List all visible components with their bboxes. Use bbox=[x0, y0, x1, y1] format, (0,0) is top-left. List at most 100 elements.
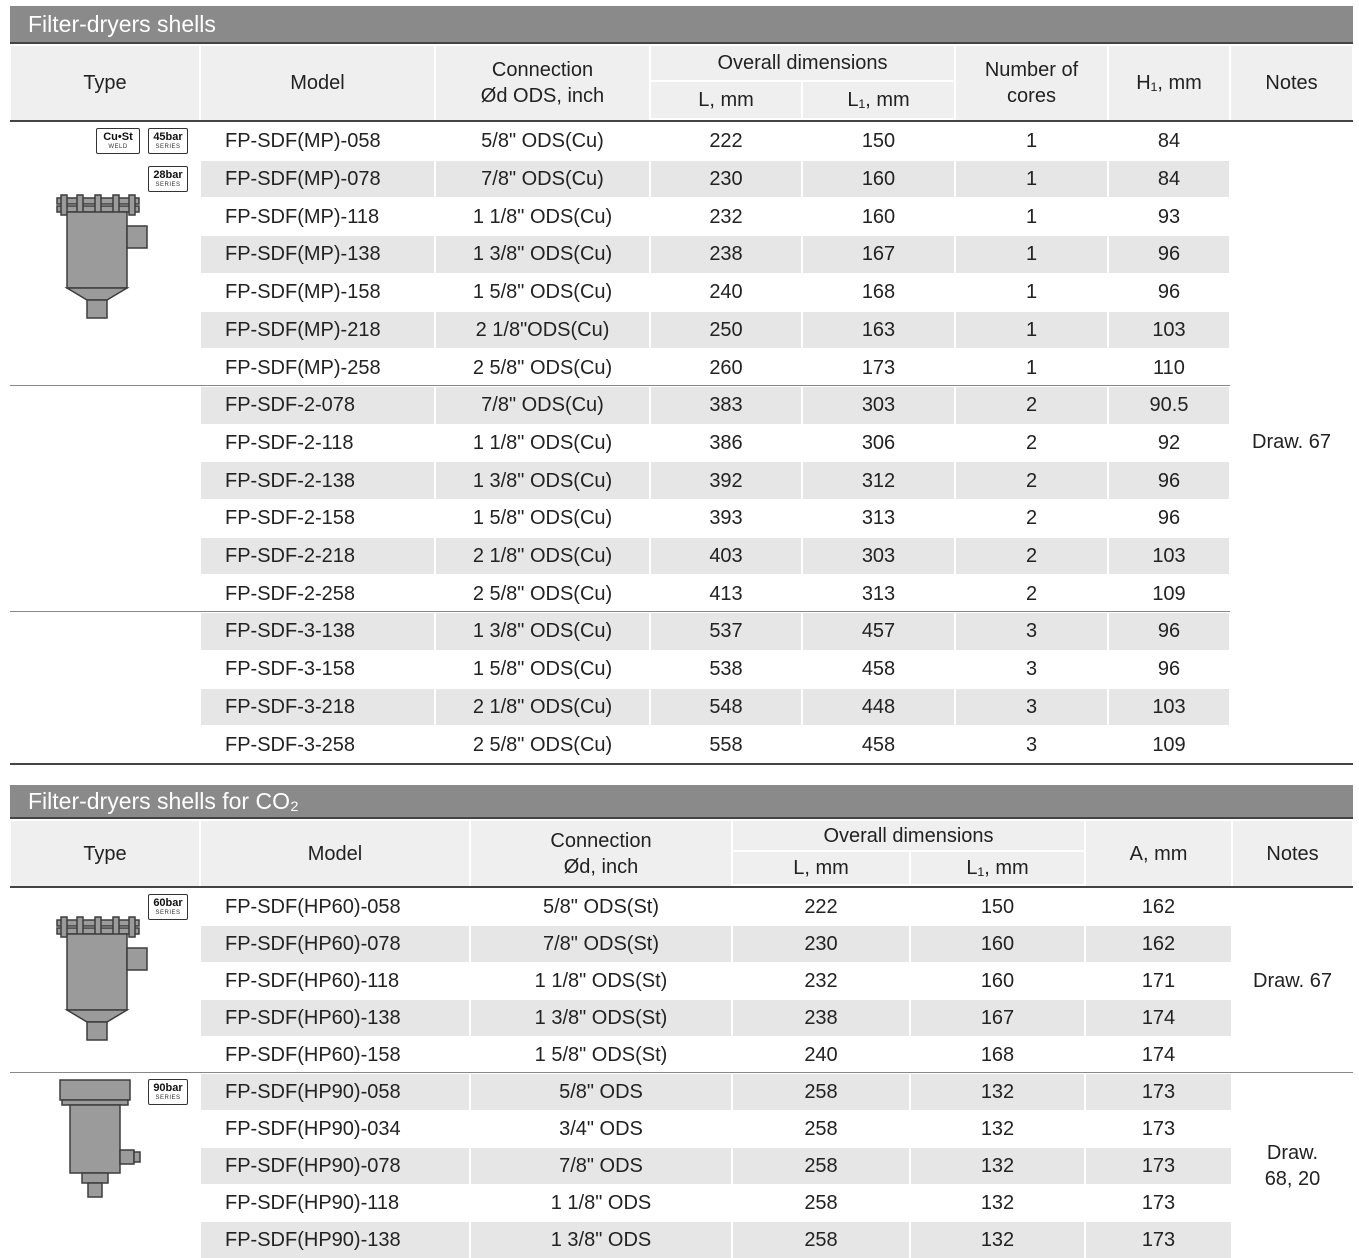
value-cell: 548 bbox=[651, 688, 801, 726]
drawing-part bbox=[60, 916, 68, 938]
value-cell: 313 bbox=[803, 575, 954, 613]
value-cell: 173 bbox=[1086, 1148, 1231, 1184]
header-cell: Notes bbox=[1231, 46, 1352, 120]
badge-bottom: SERIES bbox=[155, 910, 181, 916]
value-cell: 3/4" ODS bbox=[471, 1111, 731, 1147]
value-cell: 103 bbox=[1109, 537, 1229, 575]
value-cell: 2 1/8" ODS(Cu) bbox=[436, 688, 649, 726]
value-cell: 168 bbox=[803, 273, 954, 311]
group-rule bbox=[10, 1072, 1353, 1073]
value-cell: 171 bbox=[1086, 963, 1231, 999]
value-cell: 458 bbox=[803, 726, 954, 763]
drawing-part bbox=[119, 1149, 135, 1165]
value-cell: 96 bbox=[1109, 236, 1229, 273]
value-cell: 1 bbox=[956, 123, 1107, 160]
value-cell: 162 bbox=[1086, 889, 1231, 925]
model-cell: FP-SDF(HP90)-138 bbox=[201, 1222, 469, 1258]
value-cell: 93 bbox=[1109, 198, 1229, 236]
header-cell: Model bbox=[201, 821, 469, 886]
value-cell: 163 bbox=[803, 311, 954, 349]
value-cell: 1 bbox=[956, 311, 1107, 349]
header-subcell: L₁, mm bbox=[911, 852, 1084, 884]
value-cell: 132 bbox=[911, 1222, 1084, 1258]
model-cell: FP-SDF(MP)-218 bbox=[201, 311, 434, 349]
model-cell: FP-SDF(HP60)-158 bbox=[201, 1037, 469, 1073]
section-title: Filter-dryers shells for CO₂ bbox=[10, 785, 1353, 819]
value-cell: 413 bbox=[651, 575, 801, 613]
value-cell: 1 bbox=[956, 273, 1107, 311]
notes-cell: Draw. 67 bbox=[1252, 431, 1331, 454]
badge-top: 28bar bbox=[153, 169, 183, 181]
value-cell: 160 bbox=[803, 160, 954, 198]
value-cell: 5/8" ODS bbox=[471, 1074, 731, 1110]
value-cell: 167 bbox=[803, 236, 954, 273]
value-cell: 1 5/8" ODS(Cu) bbox=[436, 273, 649, 311]
model-cell: FP-SDF(MP)-118 bbox=[201, 198, 434, 236]
model-cell: FP-SDF-2-218 bbox=[201, 537, 434, 575]
value-cell: 1 3/8" ODS(Cu) bbox=[436, 613, 649, 650]
value-cell: 383 bbox=[651, 386, 801, 424]
value-cell: 3 bbox=[956, 613, 1107, 650]
header-cell: Notes bbox=[1233, 821, 1352, 886]
header-subcell: L, mm bbox=[651, 82, 801, 118]
header-cell: H₁, mm bbox=[1109, 46, 1229, 120]
model-cell: FP-SDF-3-218 bbox=[201, 688, 434, 726]
value-cell: 173 bbox=[1086, 1111, 1231, 1147]
drawing-part bbox=[87, 1182, 103, 1198]
value-cell: 7/8" ODS(Cu) bbox=[436, 386, 649, 424]
drawing-part bbox=[128, 194, 136, 216]
value-cell: 313 bbox=[803, 500, 954, 537]
drawing-part bbox=[81, 1172, 109, 1184]
value-cell: 258 bbox=[733, 1148, 909, 1184]
table-rule bbox=[10, 762, 1353, 765]
value-cell: 160 bbox=[803, 198, 954, 236]
value-cell: 1 5/8" ODS(St) bbox=[471, 1037, 731, 1073]
badge-top: 60bar bbox=[153, 897, 183, 909]
value-cell: 160 bbox=[911, 963, 1084, 999]
model-cell: FP-SDF-2-258 bbox=[201, 575, 434, 613]
value-cell: 238 bbox=[733, 1000, 909, 1036]
value-cell: 232 bbox=[733, 963, 909, 999]
value-cell: 258 bbox=[733, 1111, 909, 1147]
drawing-part bbox=[133, 1151, 141, 1163]
model-cell: FP-SDF-2-078 bbox=[201, 386, 434, 424]
value-cell: 2 bbox=[956, 575, 1107, 613]
value-cell: 2 bbox=[956, 537, 1107, 575]
value-cell: 403 bbox=[651, 537, 801, 575]
value-cell: 2 5/8" ODS(Cu) bbox=[436, 726, 649, 763]
value-cell: 168 bbox=[911, 1037, 1084, 1073]
value-cell: 260 bbox=[651, 349, 801, 386]
header-cell: Overall dimensions bbox=[651, 46, 954, 80]
value-cell: 132 bbox=[911, 1111, 1084, 1147]
value-cell: 96 bbox=[1109, 500, 1229, 537]
value-cell: 250 bbox=[651, 311, 801, 349]
value-cell: 92 bbox=[1109, 424, 1229, 462]
group-rule bbox=[10, 384, 1230, 386]
value-cell: 90.5 bbox=[1109, 386, 1229, 424]
value-cell: 303 bbox=[803, 386, 954, 424]
value-cell: 1 1/8" ODS(Cu) bbox=[436, 198, 649, 236]
header-rule bbox=[10, 120, 1353, 122]
value-cell: 230 bbox=[651, 160, 801, 198]
value-cell: 458 bbox=[803, 650, 954, 688]
value-cell: 2 1/8"ODS(Cu) bbox=[436, 311, 649, 349]
value-cell: 258 bbox=[733, 1074, 909, 1110]
badge-bottom: WELD bbox=[108, 144, 128, 150]
value-cell: 258 bbox=[733, 1185, 909, 1221]
value-cell: 3 bbox=[956, 650, 1107, 688]
value-cell: 174 bbox=[1086, 1000, 1231, 1036]
value-cell: 303 bbox=[803, 537, 954, 575]
value-cell: 132 bbox=[911, 1185, 1084, 1221]
badge: 60bar SERIES bbox=[148, 894, 188, 920]
model-cell: FP-SDF(HP60)-118 bbox=[201, 963, 469, 999]
model-cell: FP-SDF(HP60)-058 bbox=[201, 889, 469, 925]
value-cell: 173 bbox=[803, 349, 954, 386]
badge-top: Cu•St bbox=[103, 131, 133, 143]
header-cell: A, mm bbox=[1086, 821, 1231, 886]
model-cell: FP-SDF(MP)-158 bbox=[201, 273, 434, 311]
value-cell: 173 bbox=[1086, 1222, 1231, 1258]
value-cell: 1 5/8" ODS(Cu) bbox=[436, 650, 649, 688]
value-cell: 3 bbox=[956, 726, 1107, 763]
header-subcell: L₁, mm bbox=[803, 82, 954, 118]
